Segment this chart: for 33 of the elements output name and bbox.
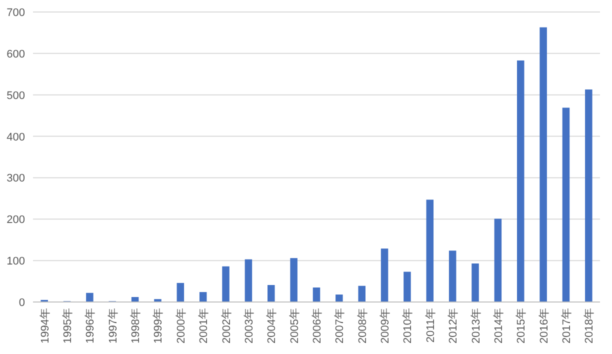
x-tick-label: 2008年 (356, 308, 369, 344)
x-tick-label: 2014年 (492, 308, 505, 344)
x-tick-label: 2011年 (424, 308, 437, 343)
x-tick-label: 2015年 (516, 308, 528, 344)
x-tick-label: 1996年 (84, 308, 97, 344)
x-tick-label: 1998年 (130, 308, 142, 344)
x-tick-label: 1994年 (39, 308, 52, 344)
x-tick-label: 2018年 (584, 308, 596, 344)
y-tick-label: 100 (6, 256, 25, 268)
y-tick-label: 500 (6, 90, 25, 102)
x-tick-label: 2012年 (448, 308, 460, 344)
x-tick-label: 2000年 (175, 308, 188, 344)
x-tick-label: 2003年 (243, 308, 256, 344)
x-tick-label: 2016年 (538, 308, 550, 344)
y-tick-label: 200 (6, 214, 25, 226)
x-tick-label: 2013年 (470, 308, 482, 344)
x-tick-label: 2017年 (560, 308, 573, 344)
x-tick-label: 1999年 (152, 308, 165, 344)
x-tick-label: 1997年 (107, 308, 120, 344)
y-tick-label: 0 (18, 297, 25, 309)
x-tick-label: 2001年 (198, 308, 210, 344)
x-tick-label: 2002年 (220, 308, 233, 344)
y-tick-label: 400 (6, 131, 25, 144)
x-tick-label: 2004年 (266, 308, 278, 344)
y-tick-label: 600 (6, 48, 25, 60)
y-tick-label: 700 (6, 7, 25, 19)
x-tick-label: 2005年 (288, 308, 301, 344)
x-tick-label: 2007年 (334, 308, 346, 344)
x-tick-label: 1995年 (62, 308, 74, 344)
x-tick-label: 2009年 (380, 308, 392, 344)
x-tick-label: 2010年 (402, 308, 414, 344)
y-tick-label: 300 (6, 172, 25, 185)
x-tick-label: 2006年 (312, 308, 324, 344)
